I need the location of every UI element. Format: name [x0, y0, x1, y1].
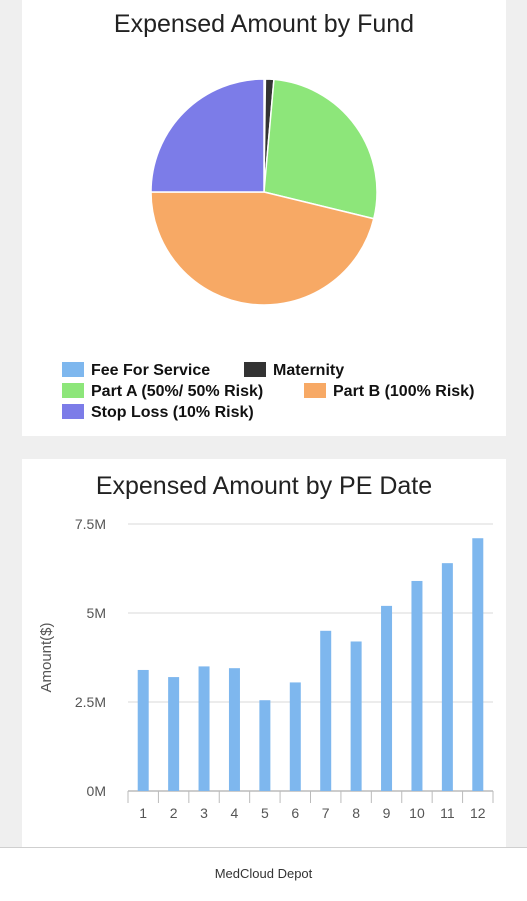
- pie-slice-stop-loss-10-risk[interactable]: [150, 78, 265, 193]
- legend-label: Part A (50%/ 50% Risk): [91, 383, 263, 400]
- y-tick-label: 7.5M: [75, 516, 106, 532]
- bar-5[interactable]: [259, 700, 271, 791]
- bar-6[interactable]: [289, 682, 301, 791]
- legend-swatch: [244, 362, 266, 377]
- y-tick-label: 5M: [87, 605, 106, 621]
- pie-slice-part-a-50-50-risk[interactable]: [263, 78, 378, 220]
- y-tick-label: 0M: [87, 783, 106, 799]
- pe-date-chart-title: Expensed Amount by PE Date: [95, 472, 433, 500]
- bar-4[interactable]: [228, 668, 240, 791]
- legend-label: Fee For Service: [91, 362, 210, 379]
- x-tick-label: 1: [139, 805, 147, 821]
- x-tick-label: 10: [409, 805, 425, 821]
- x-tick-label: 3: [200, 805, 208, 821]
- bar-8[interactable]: [350, 641, 362, 791]
- legend-item-stop-loss-10-risk[interactable]: Stop Loss (10% Risk): [62, 404, 254, 421]
- legend-swatch: [62, 383, 84, 398]
- bar-1[interactable]: [137, 669, 149, 791]
- fund-chart-title: Expensed Amount by Fund: [113, 10, 415, 38]
- fund-pie-chart: Fee For Service Maternity Part A (50%/ 50%…: [62, 78, 474, 421]
- x-tick-label: 8: [352, 805, 360, 821]
- x-tick-label: 7: [322, 805, 330, 821]
- legend-swatch: [62, 404, 84, 419]
- bar-12[interactable]: [472, 538, 484, 791]
- legend-label: Part B (100% Risk): [333, 383, 474, 400]
- x-tick-label: 9: [383, 805, 391, 821]
- x-tick-label: 5: [261, 805, 269, 821]
- legend-item-maternity[interactable]: Maternity: [244, 362, 344, 379]
- legend-swatch: [62, 362, 84, 377]
- fund-chart-card: Expensed Amount by Fund Fee For Service M…: [22, 0, 506, 436]
- footer-brand: MedCloud Depot: [214, 866, 313, 881]
- legend-label: Maternity: [273, 362, 344, 379]
- legend-label: Stop Loss (10% Risk): [91, 404, 254, 421]
- bar-11[interactable]: [441, 563, 453, 791]
- bar-3[interactable]: [198, 666, 210, 791]
- legend-swatch: [304, 383, 326, 398]
- x-tick-label: 12: [470, 805, 486, 821]
- bar-7[interactable]: [320, 630, 332, 791]
- pe-date-chart-card: Expensed Amount by PE Date 0M 2.5M 5M 7.5M A…: [22, 459, 506, 847]
- footer: MedCloud Depot: [0, 847, 527, 901]
- legend-item-part-b-100-risk[interactable]: Part B (100% Risk): [304, 383, 474, 400]
- legend-item-fee-for-service[interactable]: Fee For Service: [62, 362, 210, 379]
- y-axis-title: Amount($): [38, 622, 55, 692]
- x-tick-label: 4: [231, 805, 239, 821]
- legend-item-part-a-50-50-risk[interactable]: Part A (50%/ 50% Risk): [62, 383, 263, 400]
- y-tick-label: 2.5M: [75, 694, 106, 710]
- x-tick-label: 2: [170, 805, 178, 821]
- pie-slice-part-b-100-risk[interactable]: [150, 191, 375, 306]
- bar-10[interactable]: [411, 580, 423, 791]
- x-tick-label: 11: [440, 805, 455, 821]
- bar-2[interactable]: [168, 677, 180, 791]
- bar-9[interactable]: [381, 605, 393, 791]
- x-tick-label: 6: [291, 805, 299, 821]
